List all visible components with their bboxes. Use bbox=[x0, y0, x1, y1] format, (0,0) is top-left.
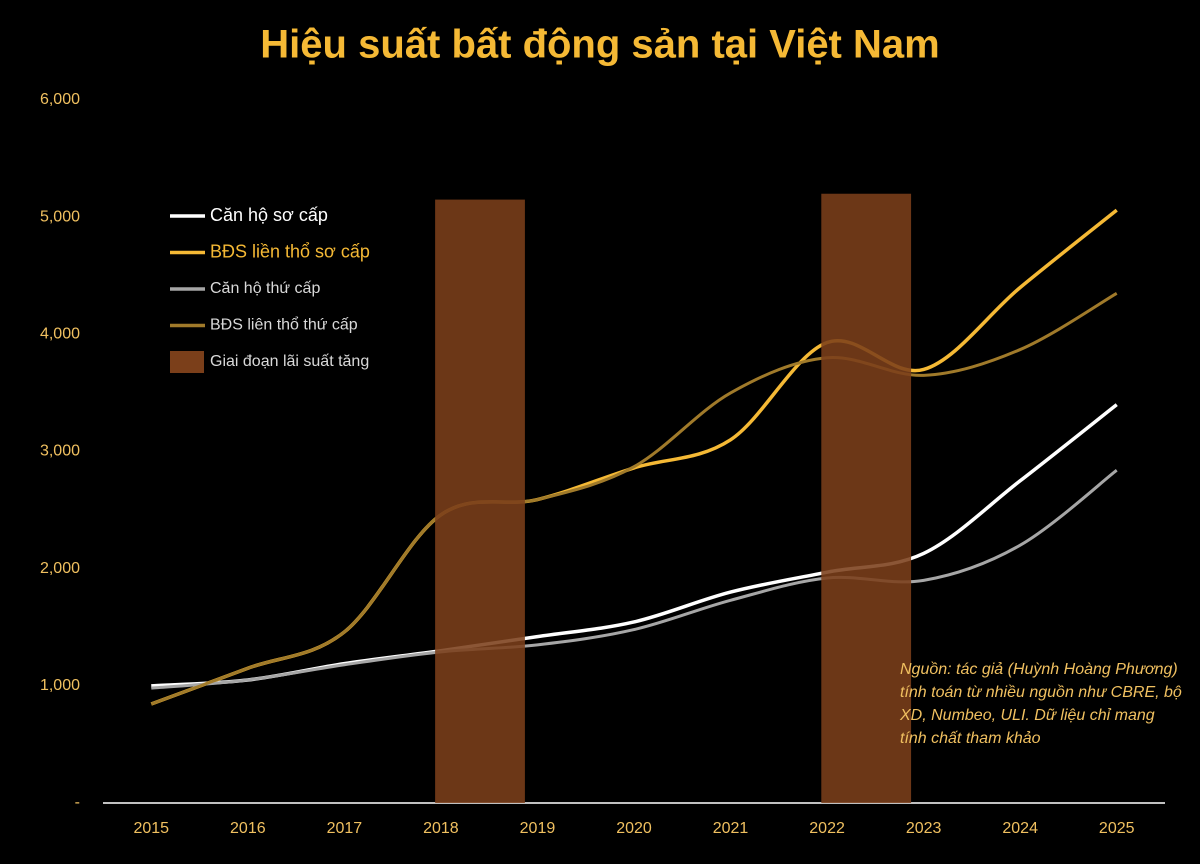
x-tick-label: 2017 bbox=[327, 820, 363, 837]
x-tick-label: 2019 bbox=[520, 820, 556, 837]
legend-label: Căn hộ thứ cấp bbox=[210, 280, 320, 297]
x-tick-label: 2024 bbox=[1002, 820, 1038, 837]
y-tick-label: - bbox=[75, 794, 80, 811]
source-note: Nguồn: tác giả (Huỳnh Hoàng Phương) tính… bbox=[900, 661, 1182, 747]
x-tick-label: 2023 bbox=[906, 820, 942, 837]
x-tick-label: 2016 bbox=[230, 820, 266, 837]
legend-label: Giai đoạn lãi suất tăng bbox=[210, 353, 369, 370]
line bbox=[151, 403, 1118, 688]
x-tick-label: 2025 bbox=[1099, 820, 1135, 837]
x-tick-label: 2021 bbox=[713, 820, 749, 837]
legend-label: BĐS liên thổ thứ cấp bbox=[210, 316, 358, 334]
y-tick-label: 1,000 bbox=[40, 677, 80, 694]
x-tick-label: 2020 bbox=[616, 820, 652, 837]
bar bbox=[435, 199, 525, 803]
y-tick-label: 4,000 bbox=[40, 326, 80, 343]
line bbox=[151, 469, 1118, 690]
y-tick-label: 5,000 bbox=[40, 208, 80, 225]
bar bbox=[821, 193, 912, 803]
line bbox=[150, 292, 1118, 706]
y-tick-label: 6,000 bbox=[40, 91, 80, 108]
x-tick-label: 2018 bbox=[423, 820, 459, 837]
legend-swatch bbox=[170, 351, 204, 373]
y-tick-label: 3,000 bbox=[40, 443, 80, 460]
x-tick-label: 2022 bbox=[809, 820, 845, 837]
chart-title: Hiệu suất bất động sản tại Việt Nam bbox=[260, 23, 939, 67]
x-tick-label: 2015 bbox=[133, 820, 169, 837]
y-tick-label: 2,000 bbox=[40, 560, 80, 577]
legend-label: BĐS liền thổ sơ cấp bbox=[210, 241, 370, 261]
legend-label: Căn hộ sơ cấp bbox=[210, 205, 328, 225]
